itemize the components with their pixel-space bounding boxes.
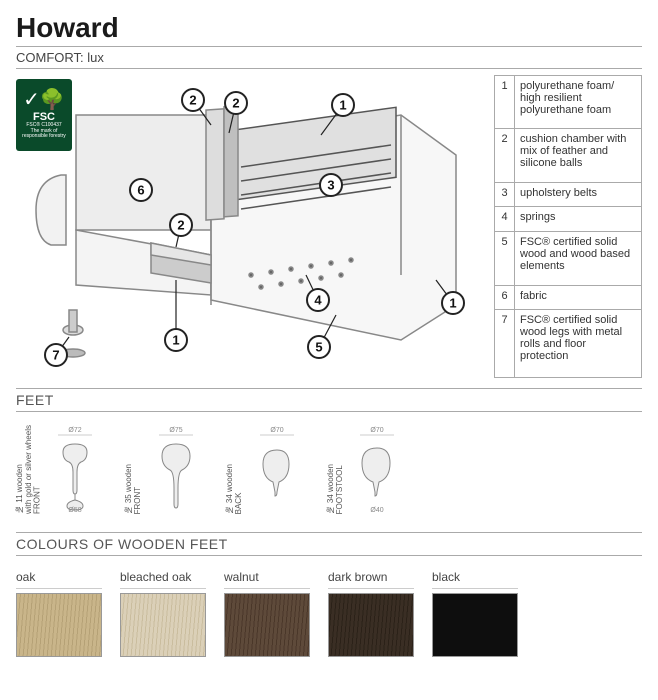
callout-4: 4 (314, 293, 322, 308)
feet-header: FEET (16, 388, 642, 412)
comfort-line: COMFORT: lux (16, 46, 642, 69)
callout-2c: 2 (189, 93, 196, 108)
parts-row: 7FSC® certified solid wood legs with met… (495, 310, 642, 378)
callout-7: 7 (52, 348, 59, 363)
svg-text:Ø75: Ø75 (169, 427, 182, 434)
color-item: black (432, 570, 518, 657)
color-name: black (432, 570, 518, 589)
foot-drawing: Ø70 (247, 424, 307, 514)
part-num: 4 (495, 207, 515, 232)
foot-item: № 34 woodenBACK Ø70 (226, 424, 307, 514)
color-swatch (328, 593, 414, 657)
color-item: bleached oak (120, 570, 206, 657)
color-swatch (120, 593, 206, 657)
foot-label: № 34 woodenBACK (226, 464, 244, 514)
parts-row: 4springs (495, 207, 642, 232)
parts-row: 2cushion chamber with mix of feather and… (495, 129, 642, 182)
callout-6: 6 (137, 183, 144, 198)
color-name: oak (16, 570, 102, 589)
part-desc: FSC® certified solid wood and wood based… (515, 232, 642, 285)
callout-5: 5 (315, 340, 322, 355)
fsc-badge: ✓🌳 FSC FSC® C100437 The mark of responsi… (16, 79, 72, 151)
parts-row: 3upholstery belts (495, 182, 642, 207)
svg-text:Ø70: Ø70 (371, 427, 384, 434)
foot-drawing: Ø75 (146, 424, 206, 514)
foot-label: № 34 woodenFOOTSTOOL (327, 464, 345, 514)
part-num: 2 (495, 129, 515, 182)
color-swatch (16, 593, 102, 657)
color-name: dark brown (328, 570, 414, 589)
callout-1c: 1 (449, 296, 456, 311)
part-num: 1 (495, 76, 515, 129)
color-name: walnut (224, 570, 310, 589)
foot-drawing: Ø72 Ø58 (45, 424, 105, 514)
callout-1a: 1 (339, 98, 346, 113)
fsc-tree-icon: ✓🌳 (23, 90, 65, 110)
part-num: 5 (495, 232, 515, 285)
fsc-tag: The mark of responsible forestry (18, 129, 70, 140)
part-desc: FSC® certified solid wood legs with meta… (515, 310, 642, 378)
part-num: 6 (495, 285, 515, 310)
color-item: dark brown (328, 570, 414, 657)
foot-label: № 11 woodenwith gold or silver wheelsFRO… (16, 425, 42, 514)
foot-item: № 11 woodenwith gold or silver wheelsFRO… (16, 424, 105, 514)
svg-text:Ø58: Ø58 (69, 507, 82, 514)
color-swatch (224, 593, 310, 657)
parts-row: 1polyurethane foam/ high resilient polyu… (495, 76, 642, 129)
product-title: Howard (16, 12, 642, 44)
color-item: walnut (224, 570, 310, 657)
part-desc: polyurethane foam/ high resilient polyur… (515, 76, 642, 129)
diagram-area: ✓🌳 FSC FSC® C100437 The mark of responsi… (16, 75, 486, 378)
feet-row: № 11 woodenwith gold or silver wheelsFRO… (16, 420, 642, 522)
color-swatch (432, 593, 518, 657)
colors-row: oak bleached oak walnut dark brown black (16, 564, 642, 657)
callout-2a: 2 (232, 96, 239, 111)
part-desc: cushion chamber with mix of feather and … (515, 129, 642, 182)
part-desc: springs (515, 207, 642, 232)
colors-header: COLOURS OF WOODEN FEET (16, 532, 642, 556)
foot-drawing: Ø70 Ø40 (347, 424, 407, 514)
foot-item: № 35 woodenFRONT Ø75 (125, 424, 206, 514)
svg-text:Ø72: Ø72 (69, 427, 82, 434)
callout-3: 3 (327, 178, 334, 193)
callout-2b: 2 (177, 218, 184, 233)
parts-row: 5FSC® certified solid wood and wood base… (495, 232, 642, 285)
parts-row: 6fabric (495, 285, 642, 310)
part-num: 7 (495, 310, 515, 378)
svg-text:Ø40: Ø40 (371, 507, 384, 514)
foot-item: № 34 woodenFOOTSTOOL Ø70 Ø40 (327, 424, 408, 514)
parts-table: 1polyurethane foam/ high resilient polyu… (494, 75, 642, 378)
color-item: oak (16, 570, 102, 657)
part-num: 3 (495, 182, 515, 207)
sofa-diagram: 1 2 3 4 5 (16, 75, 486, 375)
part-desc: fabric (515, 285, 642, 310)
color-name: bleached oak (120, 570, 206, 589)
callout-1b: 1 (172, 333, 179, 348)
svg-text:Ø70: Ø70 (270, 427, 283, 434)
part-desc: upholstery belts (515, 182, 642, 207)
foot-label: № 35 woodenFRONT (125, 464, 143, 514)
